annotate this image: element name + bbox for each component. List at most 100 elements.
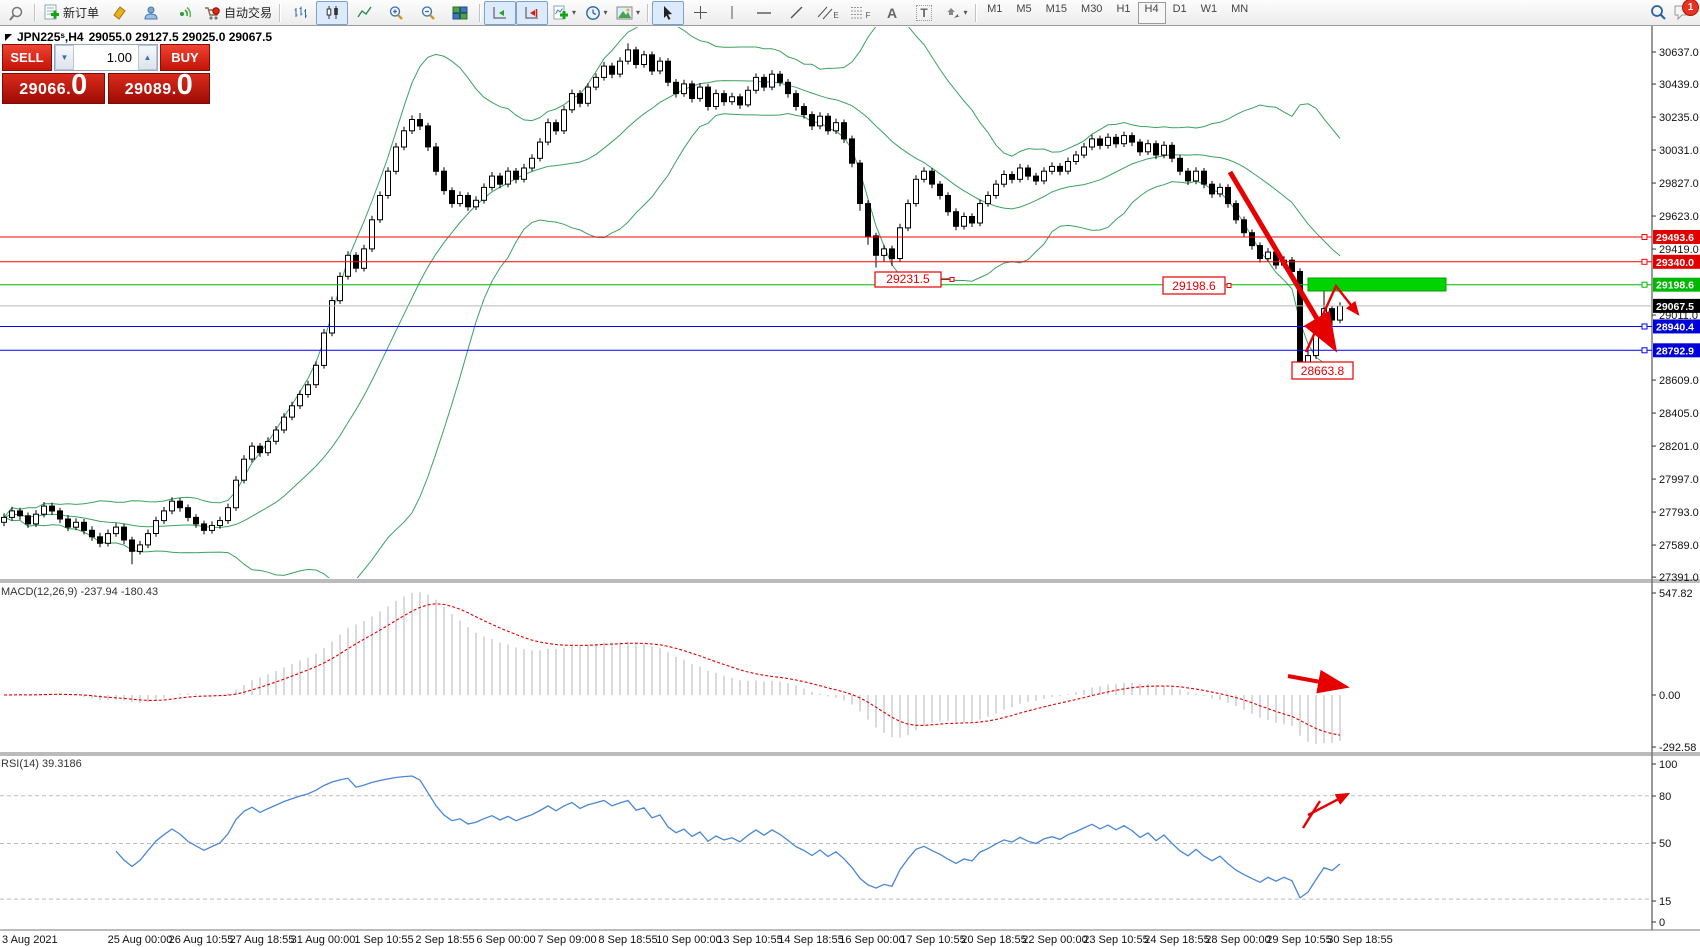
timeframe-m15[interactable]: M15 — [1045, 2, 1068, 15]
fibonacci-tool-button[interactable]: F — [844, 1, 876, 25]
timeframe-w1[interactable]: W1 — [1200, 2, 1218, 15]
clipped-edge-icon[interactable] — [0, 1, 31, 25]
timeframe-h1[interactable]: H1 — [1116, 2, 1131, 15]
text-tool-icon: A — [887, 4, 898, 21]
search-icon[interactable] — [1650, 4, 1667, 21]
macd-arrow[interactable] — [1287, 669, 1350, 694]
timeframe-d1[interactable]: D1 — [1172, 2, 1187, 15]
price-callout-box[interactable]: 28663.8 — [1291, 361, 1354, 380]
line-chart-mode-button[interactable] — [348, 1, 380, 25]
separator — [647, 3, 650, 22]
line-handle[interactable] — [1641, 258, 1648, 265]
crosshair-icon — [693, 6, 707, 19]
indicators-icon — [553, 5, 569, 19]
crosshair-tool-button[interactable] — [684, 1, 716, 25]
line-handle[interactable] — [1641, 347, 1648, 354]
trend-arrow-down[interactable] — [1227, 170, 1338, 353]
rsi-scale-label: 100 — [1659, 759, 1677, 771]
sell-button[interactable]: SELL — [2, 44, 52, 71]
auto-scroll-icon — [493, 6, 507, 18]
volume-decrease-button[interactable]: ▼ — [55, 45, 74, 70]
chart-title: JPN225ˢ,H4 29055.0 29127.5 29025.0 29067… — [5, 30, 272, 44]
auto-trading-button[interactable]: 自动交易 — [199, 1, 276, 25]
tile-windows-button[interactable] — [444, 1, 476, 25]
green-zone-rect[interactable] — [1307, 277, 1447, 292]
auto-scroll-button[interactable] — [484, 0, 517, 25]
trendline-tool-button[interactable] — [780, 1, 812, 25]
fibo-letter: F — [865, 11, 871, 20]
volume-stepper[interactable]: ▼ 1.00 ▲ — [54, 44, 158, 71]
new-order-label: 新订单 — [63, 6, 100, 20]
chart-profile-button[interactable] — [103, 1, 135, 25]
cursor-tool-button[interactable] — [652, 0, 685, 25]
candle-chart-mode-button[interactable] — [316, 0, 349, 25]
chevron-down-icon: ▾ — [572, 8, 577, 17]
indicators-button[interactable]: ▾ — [548, 1, 580, 25]
one-click-trading-panel: SELL ▼ 1.00 ▲ BUY 29066. 0 29089. 0 — [2, 44, 210, 104]
price-tick-label: 27997.0 — [1659, 474, 1699, 486]
sell-price-button[interactable]: 29066. 0 — [2, 69, 105, 104]
messages-button[interactable]: 1 — [1673, 0, 1699, 21]
timeframe-h4[interactable]: H4 — [1137, 1, 1166, 24]
volume-increase-button[interactable]: ▲ — [138, 45, 157, 70]
price-tick-label: 29419.0 — [1659, 244, 1699, 256]
clock-icon — [585, 5, 600, 20]
messages-badge: 1 — [1682, 0, 1699, 16]
price-tick-label: 30439.0 — [1659, 79, 1699, 91]
bar-chart-mode-button[interactable] — [284, 1, 316, 25]
volume-value[interactable]: 1.00 — [106, 50, 132, 65]
line-handle[interactable] — [1641, 234, 1648, 240]
line-handle[interactable] — [1641, 323, 1648, 330]
account-button[interactable] — [135, 1, 167, 25]
macd-scale-label: 0.00 — [1659, 690, 1680, 702]
buy-price-button[interactable]: 29089. 0 — [107, 69, 210, 104]
time-axis-label: 7 Sep 09:00 — [537, 934, 596, 946]
zoom-out-button[interactable] — [412, 1, 444, 25]
text-tool-button[interactable]: A — [876, 1, 908, 25]
timeframe-m30[interactable]: M30 — [1081, 2, 1103, 15]
separator — [975, 3, 978, 22]
time-axis-label: 2 Sep 18:55 — [415, 934, 474, 946]
buy-button[interactable]: BUY — [160, 44, 210, 71]
candlestick-chart-icon — [326, 6, 338, 19]
timeframe-m1[interactable]: M1 — [987, 2, 1003, 15]
template-image-icon — [616, 6, 633, 19]
line-chart-icon — [356, 6, 372, 18]
chevron-down-icon: ▾ — [603, 8, 608, 17]
shapes-tool-button[interactable]: ▾ — [940, 1, 972, 25]
time-axis-label: 24 Sep 18:55 — [1144, 934, 1209, 946]
channel-tool-button[interactable]: E — [812, 1, 844, 25]
price-callout-box[interactable]: 29231.5 — [874, 271, 955, 288]
sell-price-pips: 0 — [71, 69, 88, 101]
price-tick-label: 28609.0 — [1659, 375, 1699, 387]
price-tag — [1653, 298, 1700, 313]
price-tag-label: 29340.0 — [1656, 257, 1694, 269]
channel-letter: E — [833, 11, 839, 20]
time-axis-label: 31 Aug 00:00 — [291, 934, 356, 946]
auto-trading-label: 自动交易 — [224, 6, 273, 20]
vertical-line-tool-button[interactable] — [716, 1, 748, 25]
price-tag-label: 29198.6 — [1656, 280, 1694, 292]
templates-button[interactable]: ▾ — [612, 1, 644, 25]
buy-price-pips: 0 — [176, 69, 193, 101]
rsi-scale-label: 80 — [1659, 791, 1671, 803]
text-label-tool-button[interactable]: T — [908, 1, 940, 25]
price-tick-label: 28405.0 — [1659, 408, 1699, 420]
timeframe-m5[interactable]: M5 — [1016, 2, 1032, 15]
timeframe-mn[interactable]: MN — [1231, 2, 1249, 15]
fibonacci-icon — [850, 7, 863, 19]
price-callout-box[interactable]: 29198.6 — [1162, 276, 1232, 295]
rsi-label: RSI(14) 39.3186 — [1, 758, 82, 770]
rsi-scale-label: 15 — [1659, 896, 1671, 908]
rsi-arrow[interactable] — [1307, 792, 1351, 817]
new-order-button[interactable]: 新订单 — [39, 1, 103, 25]
periods-button[interactable]: ▾ — [580, 1, 612, 25]
bounce-arrow[interactable] — [1304, 283, 1360, 353]
line-handle[interactable] — [1641, 281, 1648, 288]
ohlc-values: 29055.0 29127.5 29025.0 29067.5 — [88, 30, 273, 44]
chart-shift-button[interactable] — [516, 0, 549, 25]
signal-button[interactable] — [167, 1, 199, 25]
horizontal-line-tool-button[interactable] — [748, 1, 780, 25]
zoom-in-button[interactable] — [380, 1, 412, 25]
